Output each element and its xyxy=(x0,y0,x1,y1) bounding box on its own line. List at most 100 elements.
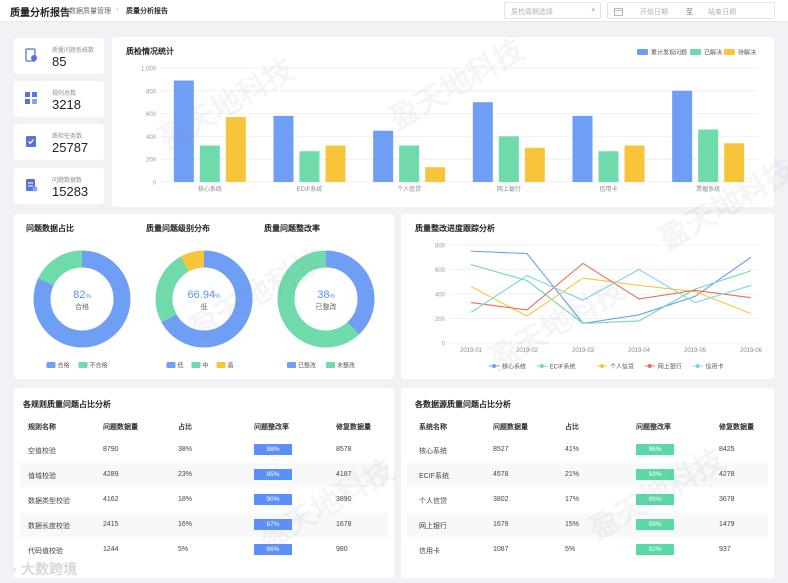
legend-swatch xyxy=(216,362,226,368)
end-date-input[interactable]: 结束日期 xyxy=(708,9,736,16)
bar-chart-title: 质检情况统计 xyxy=(126,47,174,56)
table-cell: 4289 xyxy=(103,471,119,478)
donut-center-value: 66.94% xyxy=(188,289,222,301)
column-header: 修复数据量 xyxy=(336,424,371,431)
bar xyxy=(698,129,719,182)
x-tick-label: 票据系统 xyxy=(696,185,720,193)
rule-table-title: 各规则质量问题占比分析 xyxy=(23,400,111,409)
column-header: 问题整改率 xyxy=(254,424,289,431)
x-tick-label: 2019-03 xyxy=(572,348,595,354)
bar xyxy=(373,130,394,182)
table-cell: 数据长度校验 xyxy=(28,523,70,530)
column-header: 规则名称 xyxy=(28,424,56,431)
legend-swatch xyxy=(690,49,701,55)
table-cell: 21% xyxy=(565,471,580,478)
legend-marker xyxy=(600,364,604,368)
legend-label: 未整改 xyxy=(337,362,355,370)
x-tick-label: 2019-04 xyxy=(628,348,651,354)
donut-slice xyxy=(277,250,375,348)
period-select[interactable]: 质检周期选择 ▾ xyxy=(504,2,601,19)
table-cell: 17% xyxy=(565,496,580,503)
rectify-rate-badge: 87% xyxy=(254,519,292,530)
x-tick-label: 2019-01 xyxy=(460,348,483,354)
y-tick-label: 400 xyxy=(435,293,446,299)
table-cell: 41% xyxy=(565,446,580,453)
bar xyxy=(425,167,446,182)
bar xyxy=(273,115,294,182)
table-cell: ECIF系统 xyxy=(419,473,449,480)
table-cell: 8578 xyxy=(336,446,352,453)
chevron-down-icon: ▾ xyxy=(591,7,595,14)
rectify-rate-badge: 95% xyxy=(254,469,292,480)
table-cell: 3890 xyxy=(336,496,352,503)
y-tick-label: 0 xyxy=(153,181,157,187)
x-tick-label: 网上银行 xyxy=(497,185,521,193)
stat-card-tasks: 质检任务数 25787 xyxy=(14,124,104,160)
table-cell: 1479 xyxy=(719,521,735,528)
legend-marker xyxy=(492,364,496,368)
bar xyxy=(225,117,246,182)
bar xyxy=(472,102,493,182)
source-table: 系统名称 问题数据量 占比 问题整改率 修复数据量 核心系统 8527 41% 96% 8425 E… xyxy=(401,388,774,578)
breadcrumb-item-data-quality[interactable]: 数据质量管理 xyxy=(69,8,111,15)
table-cell: 3802 xyxy=(493,496,509,503)
calendar-icon xyxy=(614,8,623,16)
legend-label: 核心系统 xyxy=(502,363,526,371)
donut-charts: 82%合格合格 不合格66.94%低低中高38%已整改已整改 未整改 xyxy=(33,250,375,370)
bar xyxy=(572,115,593,182)
table-cell: 38% xyxy=(178,446,193,453)
table-cell: 数据类型校验 xyxy=(28,498,70,505)
table-cell: 信用卡 xyxy=(419,548,440,555)
table-cell: 980 xyxy=(336,546,348,553)
bar xyxy=(399,145,420,182)
legend-swatch xyxy=(326,362,335,368)
table-cell: 网上银行 xyxy=(419,523,447,530)
y-tick-label: 200 xyxy=(146,158,157,164)
column-header: 系统名称 xyxy=(419,424,447,431)
table-cell: 5% xyxy=(178,546,189,553)
donut-center-label: 低 xyxy=(201,302,208,311)
breadcrumb-item-current: 质量分析报告 xyxy=(126,8,168,15)
donut-center-unit: % xyxy=(85,294,91,300)
y-tick-label: 600 xyxy=(435,268,446,274)
legend-label: 个人信贷 xyxy=(610,363,634,371)
table-cell: 空值校验 xyxy=(28,448,56,455)
table-cell: 1679 xyxy=(493,521,509,528)
legend-swatch xyxy=(78,362,88,368)
table-cell: 个人信贷 xyxy=(419,498,447,505)
table-cell: 4187 xyxy=(336,471,352,478)
bar xyxy=(724,143,745,182)
stat-card-problem-data: 问题数据数 15283 xyxy=(14,168,104,204)
x-tick-label: ECIF系统 xyxy=(297,185,323,193)
legend-label: 待解决 xyxy=(738,49,756,57)
series-line xyxy=(470,250,752,324)
legend-marker xyxy=(695,364,700,368)
rectify-rate-badge: 86% xyxy=(254,544,292,555)
donut-title-level: 质量问题级别分布 xyxy=(146,224,210,233)
legend-label: 已解决 xyxy=(704,49,722,57)
x-tick-label: 核心系统 xyxy=(198,185,222,193)
legend-label: 网上银行 xyxy=(658,363,682,371)
donut-center-label: 合格 xyxy=(75,302,89,311)
y-tick-label: 0 xyxy=(442,342,446,348)
column-header: 问题数据量 xyxy=(493,424,528,431)
table-row-stripe xyxy=(20,463,388,487)
donut-slice xyxy=(155,250,253,348)
date-range-picker[interactable]: 开始日期 至 结束日期 xyxy=(607,2,775,19)
table-cell: 4278 xyxy=(719,471,735,478)
donut-center-unit: % xyxy=(215,294,221,300)
table-row-stripe xyxy=(20,513,388,537)
table-cell: 23% xyxy=(178,471,193,478)
x-tick-label: 个人信贷 xyxy=(397,185,421,193)
column-header: 占比 xyxy=(565,424,579,431)
rectify-rate-badge: 93% xyxy=(636,469,674,480)
legend-label: 累计发现问题 xyxy=(651,49,687,57)
start-date-input[interactable]: 开始日期 xyxy=(640,9,668,16)
legend-label: 合格 xyxy=(58,362,70,370)
table-cell: 16% xyxy=(178,521,193,528)
bar xyxy=(325,145,346,182)
rule-table-card: 各规则质量问题占比分析 规则名称 问题数据量 占比 问题整改率 修复数据量 空值校验 879… xyxy=(14,388,394,578)
x-tick-label: 2019-02 xyxy=(516,348,539,354)
bar xyxy=(672,90,693,182)
brand-logo: ◔ 大数跨境 xyxy=(10,559,77,579)
